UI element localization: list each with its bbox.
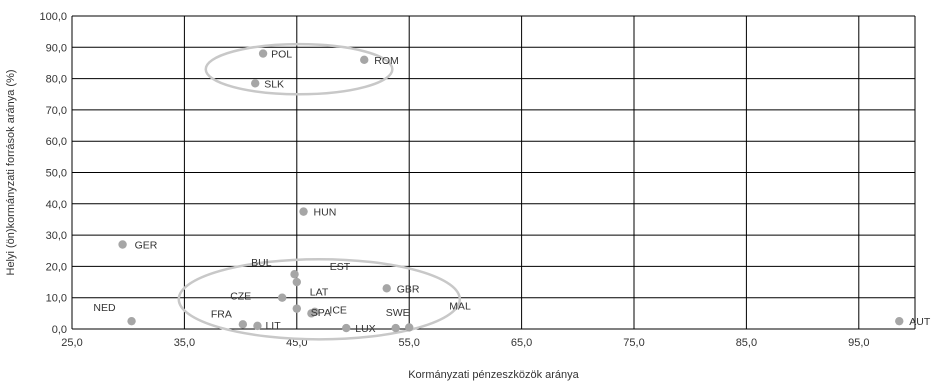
data-point-lat xyxy=(292,304,301,313)
x-tick-label: 35,0 xyxy=(174,337,195,349)
x-axis-ticks: 25,0 35,0 45,0 55,0 65,0 75,0 85,0 95,0 xyxy=(61,337,869,349)
point-label-ned: NED xyxy=(93,302,116,314)
data-point-aut xyxy=(895,316,904,326)
point-label-est: EST xyxy=(330,261,351,273)
y-tick-label: 40,0 xyxy=(46,199,67,211)
y-tick-label: 10,0 xyxy=(46,293,67,305)
point-label-mal: MAL xyxy=(449,300,471,312)
data-point-bul xyxy=(290,270,299,279)
point-label-spa: SPA xyxy=(311,307,331,319)
data-point-lux xyxy=(342,323,351,333)
point-label-swe: SWE xyxy=(386,307,410,319)
data-point-swe xyxy=(391,323,400,333)
y-tick-label: 60,0 xyxy=(46,136,67,148)
point-label-hun: HUN xyxy=(314,207,337,219)
data-points xyxy=(118,49,904,333)
x-tick-label: 25,0 xyxy=(61,337,82,349)
data-point-est xyxy=(292,277,301,287)
data-point-gbr xyxy=(382,284,391,293)
y-tick-label: 70,0 xyxy=(46,105,67,117)
y-tick-label: 50,0 xyxy=(46,168,67,180)
point-label-rom: ROM xyxy=(374,55,399,67)
y-tick-label: 20,0 xyxy=(46,261,67,273)
point-label-fra: FRA xyxy=(211,308,232,320)
y-axis-ticks: 0,0 10,0 20,0 30,0 40,0 50,0 60,0 70,0 80,0 90,0 1… xyxy=(39,11,67,336)
data-point-hun xyxy=(299,207,308,216)
point-label-ger: GER xyxy=(135,239,158,251)
x-tick-label: 65,0 xyxy=(511,337,532,349)
point-label-cze: CZE xyxy=(230,291,251,303)
cluster-ellipses xyxy=(177,42,462,341)
x-tick-label: 75,0 xyxy=(623,337,644,349)
point-label-pol: POL xyxy=(271,49,292,61)
data-point-fra xyxy=(238,320,248,329)
y-tick-label: 0,0 xyxy=(52,324,67,336)
y-tick-label: 100,0 xyxy=(39,11,67,23)
point-label-slk: SLK xyxy=(264,78,284,90)
chart-grid xyxy=(71,15,916,330)
x-axis-label: Kormányzati pénzeszközök aránya xyxy=(408,369,579,381)
data-point-pol xyxy=(258,49,268,58)
point-label-bul: BUL xyxy=(251,257,272,269)
y-axis-label: Helyi (ön)kormányzati források aránya (%… xyxy=(5,69,17,275)
point-label-ice: ICE xyxy=(329,304,347,316)
data-point-ger xyxy=(118,240,127,249)
bottom-cluster-ellipse xyxy=(177,257,462,341)
data-point-cze xyxy=(277,293,287,302)
point-label-aut: AUT xyxy=(909,316,931,328)
data-point-ned xyxy=(127,316,136,326)
x-tick-label: 85,0 xyxy=(736,337,757,349)
y-tick-label: 80,0 xyxy=(46,74,67,86)
x-tick-label: 55,0 xyxy=(398,337,419,349)
data-point-rom xyxy=(360,55,369,65)
data-point-lit xyxy=(253,321,262,331)
y-tick-label: 90,0 xyxy=(46,42,67,54)
point-label-lat: LAT xyxy=(310,287,329,299)
data-point-mal xyxy=(405,323,414,332)
point-label-gbr: GBR xyxy=(397,283,420,295)
top-cluster-ellipse xyxy=(204,42,394,96)
point-label-lux: LUX xyxy=(355,323,375,335)
point-label-lit: LIT xyxy=(265,320,281,332)
y-tick-label: 30,0 xyxy=(46,230,67,242)
data-point-slk xyxy=(251,79,260,88)
data-point-spa xyxy=(310,307,319,316)
x-tick-label: 95,0 xyxy=(848,337,869,349)
